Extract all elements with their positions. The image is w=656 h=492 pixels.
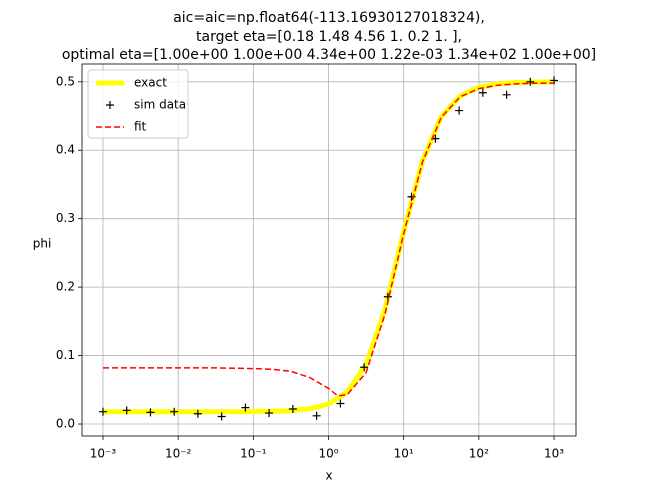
chart-title: optimal eta=[1.00e+00 1.00e+00 4.34e+00 … [62,47,596,63]
marker [360,363,369,372]
y-tick-label: 0.5 [56,74,75,88]
marker [193,409,202,418]
chart-title: target eta=[0.18 1.48 4.56 1. 0.2 1. ], [196,29,462,45]
x-tick-label: 10³ [544,447,564,461]
legend-label: exact [134,76,167,90]
y-tick-label: 0.4 [56,143,75,157]
y-tick-label: 0.3 [56,211,75,225]
marker [122,406,131,415]
y-axis-label: phi [33,237,52,251]
marker [265,409,274,418]
marker [217,412,226,421]
x-tick-label: 10¹ [394,447,414,461]
x-axis-label: x [325,469,332,483]
marker [526,77,535,86]
plot-frame [81,63,577,437]
marker [241,403,250,412]
x-tick-label: 10⁰ [318,447,338,461]
x-tick-label: 10⁻³ [90,447,117,461]
marker [288,404,297,413]
marker [455,106,464,115]
marker [98,407,107,416]
marker [407,192,416,201]
y-tick-label: 0.2 [56,280,75,294]
marker [170,407,179,416]
legend-label: fit [134,120,147,134]
legend-label: sim data [134,98,186,112]
y-tick-label: 0.0 [56,417,75,431]
marker [146,408,155,417]
legend-box [87,69,189,139]
x-tick-label: 10⁻¹ [240,447,267,461]
marker [502,90,511,99]
marker [478,88,487,97]
y-tick-label: 0.1 [56,348,75,362]
marker [312,411,321,420]
x-tick-label: 10² [469,447,489,461]
line [102,82,555,397]
chart-title: aic=aic=np.float64(-113.16930127018324), [173,10,485,26]
x-tick-label: 10⁻² [165,447,192,461]
marker [336,399,345,408]
legend-marker [106,101,114,109]
